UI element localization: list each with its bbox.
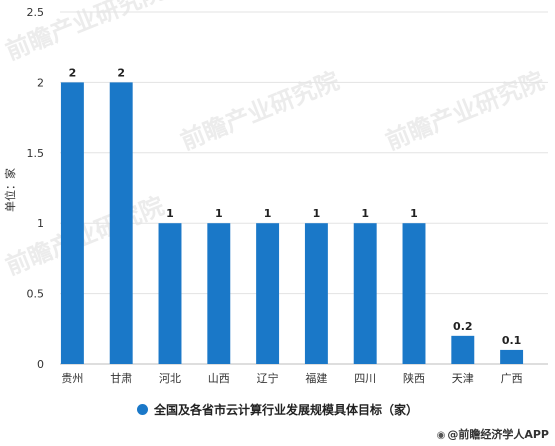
data-label: 2 bbox=[69, 66, 77, 79]
data-label: 1 bbox=[166, 207, 174, 220]
x-tick-label: 四川 bbox=[354, 372, 376, 385]
bar bbox=[207, 223, 231, 364]
x-tick-label: 辽宁 bbox=[257, 371, 279, 385]
y-tick-label: 0.5 bbox=[27, 288, 45, 301]
y-tick-label: 2 bbox=[37, 76, 44, 89]
data-label: 0.2 bbox=[453, 320, 473, 333]
data-label: 1 bbox=[361, 207, 369, 220]
bar bbox=[500, 349, 524, 364]
x-tick-label: 山西 bbox=[208, 372, 230, 385]
x-tick-label: 陕西 bbox=[403, 371, 425, 385]
bar bbox=[353, 223, 377, 364]
chart-legend: 全国及各省市云计算行业发展规模具体目标（家） bbox=[0, 401, 555, 418]
source-text: @前瞻经济学人APP bbox=[447, 428, 549, 441]
x-tick-label: 广西 bbox=[501, 372, 523, 385]
x-tick-label: 甘肃 bbox=[110, 372, 132, 385]
x-tick-label: 河北 bbox=[159, 372, 181, 385]
watermark-text: 前瞻产业研究院 bbox=[2, 192, 168, 281]
y-tick-label: 1 bbox=[37, 217, 44, 230]
watermark-text: 前瞻产业研究院 bbox=[382, 67, 548, 156]
bar bbox=[109, 82, 133, 365]
data-label: 1 bbox=[410, 207, 418, 220]
y-tick-label: 2.5 bbox=[27, 6, 45, 19]
x-tick-label: 福建 bbox=[305, 371, 327, 385]
x-tick-label: 天津 bbox=[452, 372, 474, 385]
bar bbox=[256, 223, 280, 364]
data-label: 1 bbox=[313, 207, 321, 220]
data-label: 0.1 bbox=[502, 334, 522, 347]
data-label: 2 bbox=[117, 66, 125, 79]
y-tick-label: 0 bbox=[37, 358, 44, 371]
weibo-icon: ◉ bbox=[436, 430, 446, 441]
legend-label: 全国及各省市云计算行业发展规模具体目标（家） bbox=[153, 403, 418, 417]
bar bbox=[451, 335, 475, 364]
y-tick-label: 1.5 bbox=[27, 147, 45, 160]
data-label: 1 bbox=[215, 207, 223, 220]
data-label: 1 bbox=[264, 207, 272, 220]
bar bbox=[304, 223, 328, 364]
source-attribution: ◉ @前瞻经济学人APP bbox=[437, 426, 549, 442]
bar bbox=[158, 223, 182, 364]
x-tick-label: 贵州 bbox=[61, 372, 83, 385]
legend-marker bbox=[136, 404, 148, 415]
bar bbox=[60, 82, 84, 365]
bar bbox=[402, 223, 426, 364]
y-axis-title: 单位：家 bbox=[3, 168, 17, 212]
watermark-text: 前瞻产业研究院 bbox=[177, 67, 343, 156]
